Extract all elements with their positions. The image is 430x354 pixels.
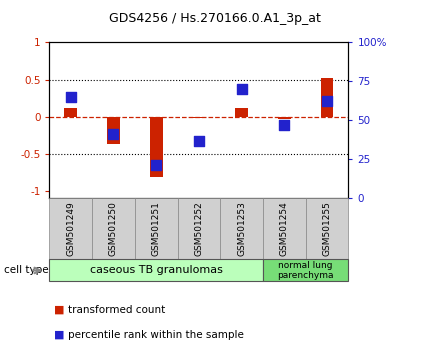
Bar [150, 117, 163, 177]
Bar [278, 117, 291, 119]
Point [153, 162, 160, 167]
Point [323, 98, 330, 104]
Bar [107, 117, 120, 144]
Text: GSM501250: GSM501250 [109, 201, 118, 256]
Text: cell type: cell type [4, 266, 49, 275]
Bar [320, 78, 333, 117]
Bar [178, 198, 220, 260]
Bar [263, 198, 306, 260]
Text: ■: ■ [54, 330, 64, 339]
Bar [64, 108, 77, 117]
Text: GDS4256 / Hs.270166.0.A1_3p_at: GDS4256 / Hs.270166.0.A1_3p_at [109, 12, 321, 25]
Point [110, 132, 117, 137]
Bar [92, 198, 135, 260]
Text: GSM501249: GSM501249 [66, 201, 75, 256]
Text: GSM501254: GSM501254 [280, 201, 289, 256]
Text: GSM501251: GSM501251 [152, 201, 161, 256]
Text: ■: ■ [54, 305, 64, 315]
Bar [135, 198, 178, 260]
Point [68, 94, 74, 100]
Text: GSM501252: GSM501252 [194, 201, 203, 256]
Text: percentile rank within the sample: percentile rank within the sample [68, 330, 243, 339]
Bar [263, 259, 348, 281]
Point [195, 138, 202, 144]
Bar [306, 198, 348, 260]
Text: GSM501253: GSM501253 [237, 201, 246, 256]
Text: normal lung
parenchyma: normal lung parenchyma [277, 261, 334, 280]
Text: GSM501255: GSM501255 [322, 201, 332, 256]
Bar [49, 198, 92, 260]
Bar [220, 198, 263, 260]
Point [238, 86, 245, 92]
Point [281, 122, 288, 128]
Bar [193, 117, 205, 118]
Text: caseous TB granulomas: caseous TB granulomas [90, 266, 223, 275]
Text: transformed count: transformed count [68, 305, 165, 315]
Bar [235, 108, 248, 117]
Bar [49, 259, 263, 281]
